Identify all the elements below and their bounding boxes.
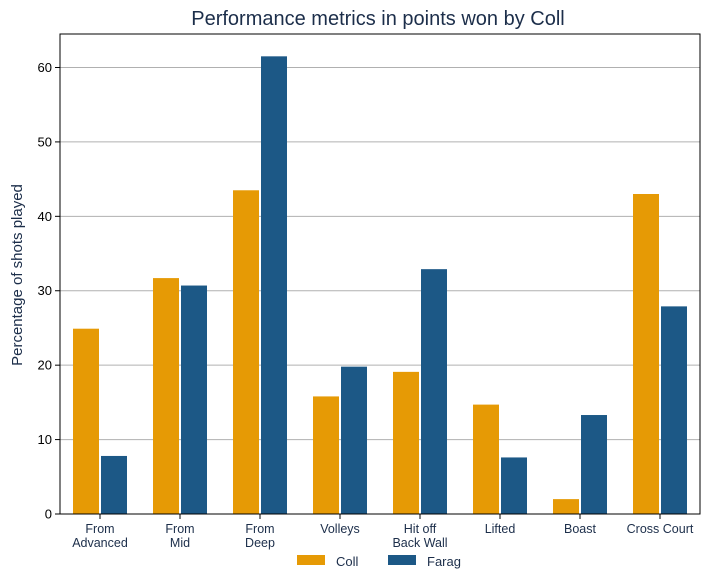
bar-coll-6 bbox=[553, 499, 579, 514]
bar-farag-2 bbox=[261, 56, 287, 514]
bar-coll-3 bbox=[313, 396, 339, 514]
chart-title: Performance metrics in points won by Col… bbox=[191, 8, 564, 30]
x-tick-label: Cross Court bbox=[627, 522, 694, 536]
legend-swatch-coll bbox=[297, 555, 325, 565]
x-axis-ticks: From Advanced From Mid From Deep Volleys Hit of… bbox=[72, 514, 694, 550]
legend-label-coll: Coll bbox=[336, 554, 359, 569]
y-axis-label: Percentage of shots played bbox=[9, 184, 26, 366]
legend-swatch-farag bbox=[388, 555, 416, 565]
bar-farag-3 bbox=[341, 366, 367, 514]
bar-coll-4 bbox=[393, 371, 419, 514]
bars bbox=[73, 56, 687, 515]
x-tick-label: From Mid bbox=[165, 522, 194, 550]
x-tick-label: Volleys bbox=[320, 522, 360, 536]
plot-frame bbox=[59, 33, 701, 515]
y-tick-label: 60 bbox=[38, 60, 52, 75]
x-tick-label: Lifted bbox=[485, 522, 516, 536]
bar-farag-6 bbox=[581, 415, 607, 514]
bar-farag-4 bbox=[421, 269, 447, 514]
y-axis-ticks: 0 10 20 30 40 50 60 bbox=[38, 60, 60, 522]
bar-coll-7 bbox=[633, 194, 659, 514]
bar-coll-1 bbox=[153, 278, 179, 514]
x-tick-label: From Deep bbox=[245, 522, 275, 550]
bar-coll-5 bbox=[473, 404, 499, 514]
y-tick-label: 20 bbox=[38, 358, 52, 373]
bar-farag-1 bbox=[181, 285, 207, 514]
legend: Coll Farag bbox=[297, 554, 461, 569]
y-tick-label: 50 bbox=[38, 134, 52, 149]
x-tick-label: Hit off Back Wall bbox=[392, 522, 447, 550]
bar-coll-2 bbox=[233, 190, 259, 515]
bar-coll-0 bbox=[73, 328, 99, 514]
y-tick-label: 30 bbox=[38, 283, 52, 298]
y-tick-label: 40 bbox=[38, 209, 52, 224]
x-tick-label: From Advanced bbox=[72, 522, 128, 550]
y-tick-label: 10 bbox=[38, 432, 52, 447]
bar-farag-7 bbox=[661, 306, 687, 514]
x-tick-label: Boast bbox=[564, 522, 596, 536]
legend-label-farag: Farag bbox=[427, 554, 461, 569]
bar-farag-0 bbox=[101, 455, 127, 514]
y-tick-label: 0 bbox=[45, 507, 52, 522]
bar-farag-5 bbox=[501, 457, 527, 514]
